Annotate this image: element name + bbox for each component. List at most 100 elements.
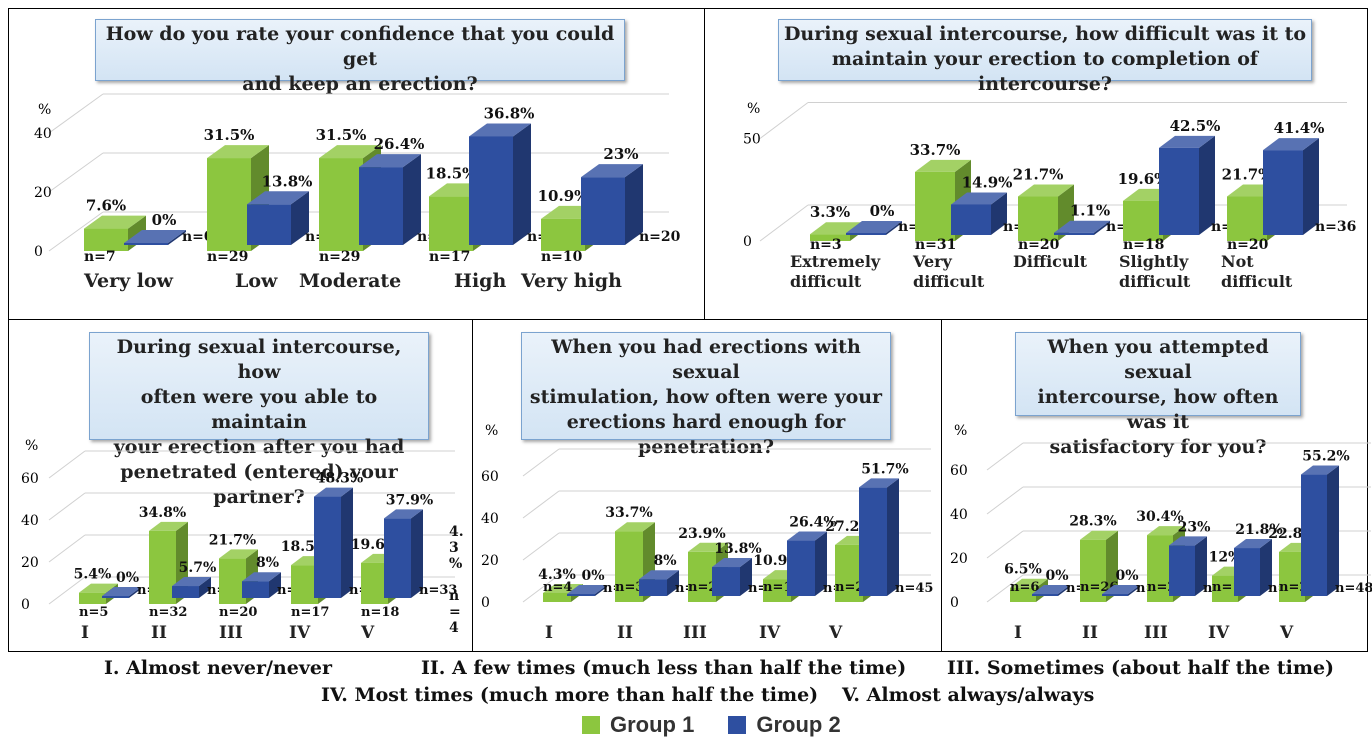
bar-side [1128,585,1140,596]
data-label: 28.3% [1069,514,1116,530]
bar-front [124,243,168,245]
bar-front [639,579,667,596]
gridline [986,574,1024,603]
gridline [986,486,1024,515]
bar-front [1279,551,1305,602]
bar-side [887,478,899,596]
data-label: 10.9% [538,187,589,205]
n-label: n=29 [319,249,360,265]
legend-label-group1: Group 1 [610,712,695,737]
bar-front [291,565,318,604]
side-annotation: n [449,588,459,604]
n-label: n=20 [639,229,681,245]
bar-side [667,570,679,596]
bar-group2 [1263,138,1319,235]
data-label: 18.5% [426,164,477,182]
data-label: 36.8% [484,104,535,122]
data-label: 14.9% [962,173,1013,191]
bar-front [1301,474,1327,596]
bar-front [859,487,887,596]
y-tick-label: 0 [743,234,752,250]
n-label: n=20 [1227,237,1269,253]
x-tick-label: Extremely [790,252,881,271]
x-tick-label: Slightly [1119,252,1189,271]
side-annotation: 4 [449,620,459,636]
bar-top [712,558,752,568]
x-tick-label: Very low [83,270,174,292]
x-tick-label: V [360,623,375,643]
bar-group2 [1159,135,1215,235]
bar-front [615,531,643,602]
bar-front [712,567,740,596]
x-tick-label: III [683,623,707,643]
bar-side [291,191,309,245]
y-axis-label: % [38,102,51,118]
bar-side [1260,539,1272,596]
data-label: 33.7% [605,505,652,521]
bar-top [319,145,381,159]
y-axis-label: % [25,438,38,454]
bar-top [124,230,186,243]
y-tick-label: 40 [950,507,968,523]
bar-group1 [1080,530,1118,602]
x-tick-label: difficult [790,272,862,291]
gridline [48,492,86,521]
bar-front [1032,594,1058,596]
bar-group2 [242,572,281,598]
bar-side [1195,536,1207,596]
y-tick-label: 20 [21,555,39,571]
x-tick-label: II [1082,623,1098,643]
side-annotation: = [449,604,461,620]
bar-front [846,233,886,235]
data-label: 21.8% [1235,522,1282,538]
bar-side [740,558,752,596]
bar-top [247,191,309,205]
chart-panel-confidence: How do you rate your confidence that you… [8,8,705,320]
n-label: n=5 [79,605,108,620]
bar-front [247,204,291,245]
n-label: n=33 [419,583,457,598]
gridline [48,152,104,193]
x-tick-label: I [81,623,89,643]
data-label: 7.6% [86,197,126,215]
y-tick-label: 20 [481,553,499,569]
gridline [986,442,1024,471]
x-tick-label: V [828,623,843,643]
bar-front [319,158,363,251]
bar-top [951,192,1007,205]
x-tick-label: Not [1221,252,1254,271]
bar-chart-maintain: %02040605.4%n=50%n=0I34.8%n=325.7%n=5II2… [21,438,464,643]
chart-title: When you had erections with sexual stimu… [521,332,891,458]
bar-front [361,562,388,604]
bar-side [1094,220,1110,235]
bar-front [581,177,625,245]
bar-front [149,530,176,604]
chart-panel-maintain: During sexual intercourse, how often wer… [8,319,473,652]
bar-front [219,558,246,604]
data-label: 23.9% [678,526,725,542]
bar-front [102,596,129,598]
bar-top [688,542,728,552]
bar-side [625,164,643,245]
x-tick-label: IV [1208,623,1230,643]
bar-top [1159,135,1215,148]
bar-top [84,215,146,229]
bar-front [429,196,473,251]
x-tick-label: difficult [1221,272,1293,291]
bar-top [915,159,971,172]
data-label: 23% [1178,519,1211,535]
bar-side [595,585,607,596]
bar-front [810,234,850,241]
bar-top [1102,585,1140,594]
footnote-category-IV: IV. Most times (much more than half the … [321,684,819,706]
y-axis-label: % [747,101,760,117]
n-label: n=29 [207,249,248,265]
data-label: 31.5% [204,126,255,144]
x-tick-label: difficult [1119,272,1191,291]
bar-side [411,509,423,598]
footnote-category-II: II. A few times (much less than half the… [421,657,907,679]
bar-front [242,581,269,598]
x-tick-label: Low [235,270,278,292]
n-label: n=0 [182,229,214,245]
bar-top [172,577,211,587]
